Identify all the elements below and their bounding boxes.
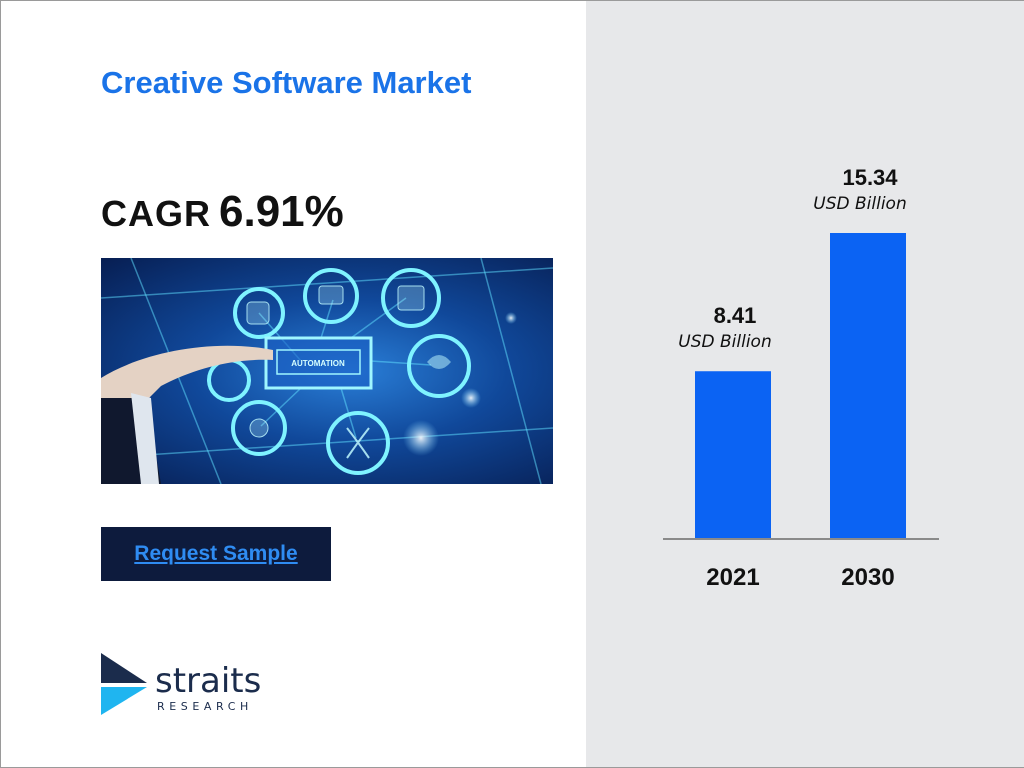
request-sample-button[interactable]: Request Sample [101, 527, 331, 581]
hero-image: AUTOMATION [101, 258, 553, 484]
bar-2030 [830, 233, 906, 539]
straits-logo-mark-icon [101, 653, 147, 715]
logo-subtitle: RESEARCH [157, 700, 253, 713]
bar-2021 [695, 371, 771, 539]
cagr-label: CAGR [101, 193, 211, 234]
value-label-2030: 15.34 [842, 165, 898, 190]
cagr-stat: CAGR 6.91% [101, 187, 344, 237]
unit-label-2030: USD Billion [813, 194, 906, 214]
automation-illustration: AUTOMATION [101, 258, 553, 484]
cagr-value: 6.91% [219, 187, 344, 236]
unit-label-2021: USD Billion [678, 332, 771, 352]
page-title: Creative Software Market [101, 65, 472, 100]
chart-panel [586, 1, 1024, 767]
automation-label: AUTOMATION [291, 359, 345, 368]
x-tick-2030: 2030 [841, 564, 894, 591]
straits-logo: straits RESEARCH [101, 653, 271, 715]
request-sample-link[interactable]: Request Sample [134, 542, 298, 565]
x-tick-2021: 2021 [706, 564, 759, 591]
logo-wordmark: straits [155, 661, 262, 701]
value-label-2021: 8.41 [714, 303, 757, 328]
bar-chart: 8.41 USD Billion 2021 15.34 USD Billion 2030 [663, 165, 939, 591]
